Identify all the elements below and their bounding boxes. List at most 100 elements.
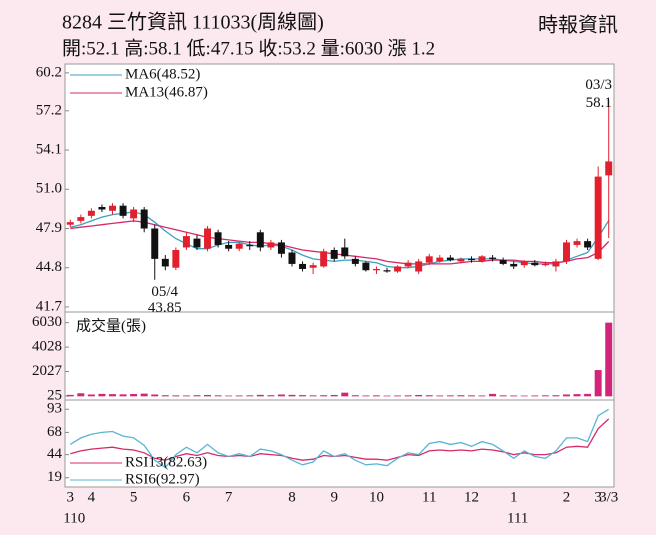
candle-body — [277, 242, 285, 254]
volume-bar — [436, 395, 444, 397]
volume-bar — [182, 395, 190, 397]
volume-bar — [605, 322, 613, 397]
candle-body — [362, 262, 370, 271]
candle-body — [172, 250, 180, 268]
volume-bar — [66, 394, 74, 397]
candle-body — [594, 176, 602, 259]
y-tick-label: 60.2 — [36, 64, 62, 80]
candle-body — [415, 261, 423, 272]
candle-body — [446, 257, 454, 261]
y-tick-label: 4028 — [32, 339, 62, 355]
rsi-panel — [64, 399, 615, 488]
y-tick-label: 19 — [47, 469, 62, 485]
x-tick-label: 11 — [422, 489, 436, 505]
candle-body — [520, 261, 528, 266]
x-tick-label: 1 — [510, 489, 518, 505]
volume-bar — [584, 393, 592, 397]
annotation-value: 58.1 — [586, 95, 612, 111]
y-tick-label: 47.9 — [36, 220, 62, 236]
candle-body — [299, 263, 307, 269]
candle-body — [383, 270, 391, 272]
chart-title: 8284 三竹資訊 111033(周線圖) — [62, 11, 324, 34]
x-tick-label: 3 — [67, 489, 75, 505]
x-tick-label: 9 — [330, 489, 338, 505]
x-year-label: 111 — [507, 510, 528, 526]
candle-body — [235, 243, 243, 249]
legend-label: RSI6(92.97) — [125, 471, 200, 487]
volume-bar — [457, 395, 465, 397]
candle-body — [320, 251, 328, 267]
x-tick-label: 6 — [183, 489, 191, 505]
volume-bar — [320, 395, 328, 397]
candle-body — [77, 217, 85, 221]
volume-bar — [267, 395, 275, 397]
volume-bar — [98, 393, 106, 397]
volume-bar — [446, 395, 454, 397]
candle-body — [404, 262, 412, 267]
candle-body — [204, 228, 212, 249]
volume-bar — [193, 395, 201, 397]
legend-label: MA6(48.52) — [125, 66, 200, 82]
volume-bar — [531, 395, 539, 397]
candle-body — [605, 161, 613, 176]
volume-bar — [288, 394, 296, 397]
candle-body — [510, 263, 518, 267]
volume-bar — [256, 394, 264, 397]
candle-body — [267, 242, 275, 248]
line-series — [70, 220, 610, 265]
candle-body — [256, 232, 264, 248]
candle-body — [161, 258, 169, 267]
candle-body — [98, 206, 106, 210]
candle-body — [193, 238, 201, 248]
candle-body — [66, 222, 74, 225]
candle-body — [87, 210, 95, 216]
volume-bar — [594, 370, 602, 397]
candle-body — [467, 258, 475, 261]
volume-bar — [246, 395, 254, 397]
y-tick-label: 51.0 — [36, 181, 62, 197]
volume-bar — [415, 394, 423, 397]
volume-bar — [394, 395, 402, 397]
volume-bar — [341, 392, 349, 397]
volume-bar — [77, 393, 85, 397]
volume-bar — [425, 395, 433, 397]
y-tick-label: 2027 — [32, 363, 63, 379]
candle-body — [584, 241, 592, 248]
y-tick-label: 25 — [47, 387, 62, 403]
volume-bar — [309, 395, 317, 397]
volume-bar — [151, 394, 159, 397]
x-tick-label: 3 — [594, 489, 602, 505]
volume-bar — [372, 395, 380, 397]
candle-body — [341, 247, 349, 257]
x-tick-label: 5 — [130, 489, 138, 505]
candle-body — [499, 260, 507, 264]
volume-bar — [161, 395, 169, 397]
volume-bar — [541, 395, 549, 397]
candle-body — [151, 228, 159, 259]
y-tick-label: 41.7 — [36, 298, 63, 314]
candle-body — [372, 268, 380, 271]
y-tick-label: 93 — [47, 401, 62, 417]
candle-body — [140, 209, 148, 229]
x-year-label: 110 — [63, 510, 85, 526]
x-tick-label: 12 — [464, 489, 479, 505]
y-tick-label: 54.1 — [36, 141, 62, 157]
candle-body — [182, 236, 190, 248]
volume-bar — [404, 395, 412, 397]
legend-label: MA13(46.87) — [125, 84, 208, 100]
volume-bar — [225, 395, 233, 397]
candle-body — [119, 205, 127, 216]
legend-label: RSI13(82.63) — [125, 454, 207, 470]
candle-body — [330, 250, 338, 259]
volume-bar — [109, 394, 116, 397]
volume-bar — [499, 395, 507, 397]
price-panel — [64, 63, 615, 313]
x-tick-label: 7 — [225, 489, 233, 505]
candle-body — [130, 209, 138, 219]
volume-bar — [277, 394, 285, 397]
volume-bar — [351, 395, 359, 397]
candle-body — [351, 258, 359, 264]
line-series — [69, 408, 610, 469]
annotation-value: 43.85 — [148, 300, 182, 316]
